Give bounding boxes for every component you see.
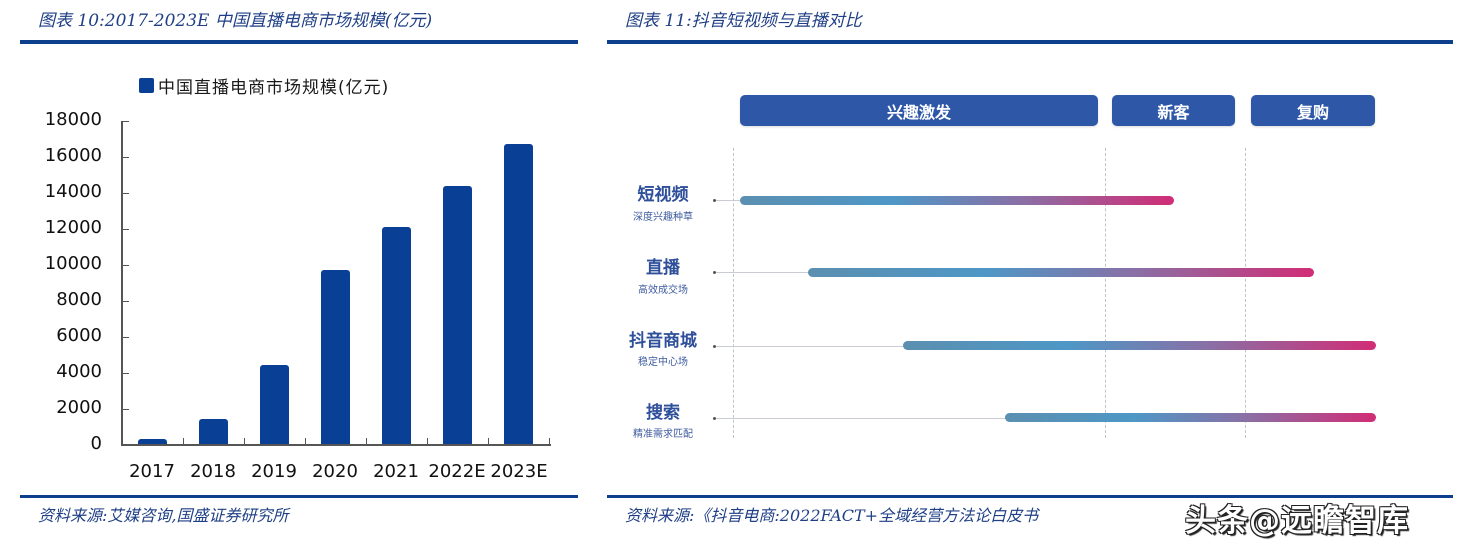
stage-repurchase: 复购 (1251, 95, 1375, 126)
row-title-short-video: 短视频 (637, 185, 689, 205)
span-bar-search (1005, 413, 1376, 422)
left-source-note: 资料来源:艾媒咨询,国盛证券研究所 (38, 506, 289, 525)
y-tick-label: 8000 (56, 289, 102, 310)
x-tick-label: 2021 (373, 461, 419, 482)
row-title-search: 搜索 (646, 403, 680, 423)
row-guide-line (716, 346, 908, 347)
bar-2020 (321, 270, 350, 444)
row-subtitle-mall: 稳定中心场 (638, 357, 688, 368)
row-subtitle-livestream: 高效成交场 (638, 285, 688, 296)
x-tick-label: 2023E (490, 461, 548, 482)
right-source-rule (607, 495, 1453, 498)
y-tick-label: 0 (90, 433, 102, 454)
y-tick (121, 229, 129, 230)
y-tick-label: 14000 (44, 181, 102, 202)
x-axis (121, 444, 551, 446)
y-tick (121, 337, 129, 338)
row-title-livestream: 直播 (646, 258, 680, 278)
bar-2022E (443, 186, 472, 444)
span-bar-short-video (740, 196, 1174, 205)
y-tick (121, 193, 129, 194)
y-tick-label: 2000 (56, 397, 102, 418)
x-tick-label: 2020 (312, 461, 358, 482)
row-marker-icon (713, 199, 716, 202)
legend-label: 中国直播电商市场规模(亿元) (158, 78, 390, 98)
bar-2019 (260, 365, 289, 444)
row-marker-icon (713, 417, 716, 420)
bar-2021 (382, 227, 411, 444)
x-tick-label: 2019 (251, 461, 297, 482)
x-tick (488, 438, 489, 445)
bar-2018 (199, 419, 228, 444)
right-panel-title: 图表 11:抖音短视频与直播对比 (625, 11, 862, 31)
x-tick-label: 2022E (428, 461, 486, 482)
left-source-rule (20, 495, 578, 498)
row-guide-line (716, 418, 1008, 419)
legend-swatch-icon (139, 78, 154, 93)
left-title-rule (20, 40, 578, 44)
right-source-note: 资料来源:《抖音电商:2022FACT+全域经营方法论白皮书 (625, 506, 1039, 525)
row-title-mall: 抖音商城 (629, 331, 697, 351)
row-subtitle-search: 精准需求匹配 (633, 429, 693, 440)
bar-2017 (138, 439, 167, 444)
y-tick-label: 12000 (44, 217, 102, 238)
y-tick (121, 409, 129, 410)
y-tick (121, 157, 129, 158)
span-bar-mall (903, 341, 1376, 350)
y-axis (121, 121, 123, 445)
x-tick (549, 438, 550, 445)
stage-new-customer: 新客 (1112, 95, 1235, 126)
x-tick (427, 438, 428, 445)
divider-line (733, 148, 734, 438)
chart-legend: 中国直播电商市场规模(亿元) (139, 73, 389, 98)
y-tick (121, 301, 129, 302)
y-tick-label: 18000 (44, 109, 102, 130)
x-tick-label: 2018 (190, 461, 236, 482)
stage-interest: 兴趣激发 (740, 95, 1098, 126)
y-tick (121, 265, 129, 266)
right-title-rule (607, 40, 1453, 44)
row-guide-line (716, 200, 744, 201)
x-tick (244, 438, 245, 445)
x-tick (366, 438, 367, 445)
x-tick (183, 438, 184, 445)
span-bar-livestream (808, 268, 1314, 277)
row-subtitle-short-video: 深度兴趣种草 (633, 212, 693, 223)
row-guide-line (716, 272, 812, 273)
y-tick-label: 6000 (56, 325, 102, 346)
x-tick-label: 2017 (129, 461, 175, 482)
left-panel-title: 图表 10:2017-2023E 中国直播电商市场规模(亿元) (38, 11, 433, 31)
y-tick-label: 4000 (56, 361, 102, 382)
row-marker-icon (713, 345, 716, 348)
divider-line (1245, 148, 1246, 438)
row-marker-icon (713, 271, 716, 274)
y-tick (121, 373, 129, 374)
bar-2023E (504, 144, 533, 444)
y-tick-label: 16000 (44, 145, 102, 166)
watermark: 头条@远瞻智库 (1185, 503, 1409, 539)
y-tick (121, 121, 129, 122)
x-tick (305, 438, 306, 445)
y-tick-label: 10000 (44, 253, 102, 274)
divider-line (1105, 148, 1106, 438)
